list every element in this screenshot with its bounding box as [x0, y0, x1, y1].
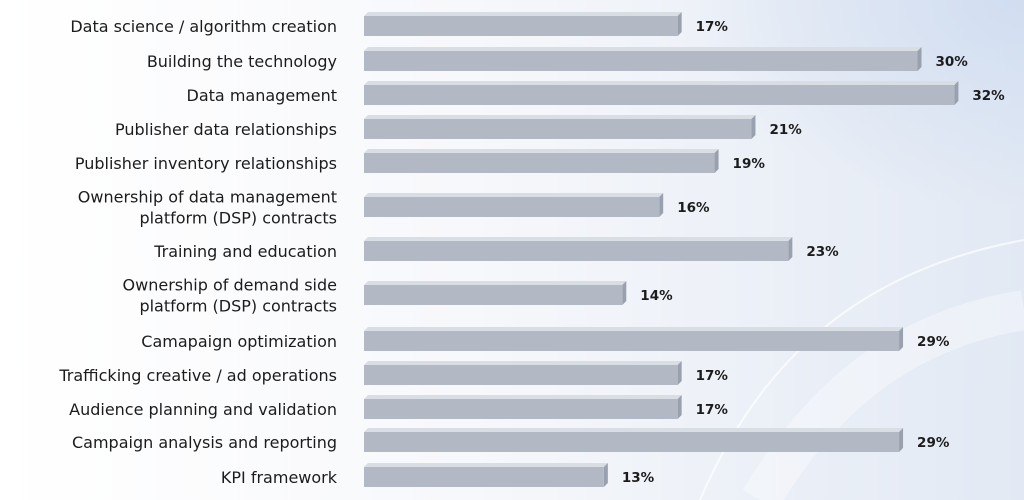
- bar-side-bevel: [714, 149, 719, 173]
- bar-group: 14% Ownership of demand side platform (DSP…: [123, 276, 674, 316]
- bar-group: 17% Trafficking creative / ad operations: [58, 361, 728, 385]
- category-label: Ownership of data management: [78, 188, 337, 207]
- value-label: 17%: [696, 402, 729, 418]
- bar: [364, 467, 604, 487]
- category-label: platform (DSP) contracts: [139, 297, 337, 316]
- value-label: 21%: [769, 122, 802, 138]
- bar-group: 13% KPI framework: [221, 463, 655, 487]
- category-label: Data management: [187, 86, 337, 105]
- bar: [364, 432, 900, 452]
- bar: [364, 197, 660, 217]
- bar-top-bevel: [364, 115, 756, 119]
- bar: [364, 331, 900, 351]
- category-label: Camapaign optimization: [141, 332, 337, 351]
- value-label: 13%: [622, 470, 655, 486]
- bar-side-bevel: [751, 115, 756, 139]
- category-label: Training and education: [153, 242, 337, 261]
- bar-side-bevel: [788, 237, 793, 261]
- category-label: KPI framework: [221, 468, 338, 487]
- value-label: 30%: [936, 54, 969, 70]
- bar-side-bevel: [899, 327, 904, 351]
- bar-group: 29% Camapaign optimization: [141, 327, 950, 351]
- bar-group: 30% Building the technology: [147, 47, 968, 71]
- bar-side-bevel: [659, 193, 664, 217]
- bar-side-bevel: [899, 428, 904, 452]
- category-label: Publisher data relationships: [115, 120, 337, 139]
- bar-group: 17% Data science / algorithm creation: [70, 12, 728, 36]
- category-label: platform (DSP) contracts: [139, 209, 337, 228]
- value-label: 32%: [972, 88, 1005, 104]
- bar: [364, 119, 752, 139]
- bar-side-bevel: [622, 281, 627, 305]
- bar-group: 17% Audience planning and validation: [69, 395, 728, 419]
- bar: [364, 399, 678, 419]
- bar-group: 21% Publisher data relationships: [115, 115, 802, 139]
- value-label: 17%: [696, 368, 729, 384]
- bar: [364, 241, 789, 261]
- bar-side-bevel: [677, 12, 682, 36]
- category-label: Campaign analysis and reporting: [72, 433, 337, 452]
- bar-top-bevel: [364, 237, 793, 241]
- bar: [364, 365, 678, 385]
- category-label: Audience planning and validation: [69, 400, 337, 419]
- category-label: Data science / algorithm creation: [70, 17, 337, 36]
- category-label: Ownership of demand side: [123, 276, 337, 295]
- bar: [364, 153, 715, 173]
- bar-top-bevel: [364, 149, 719, 153]
- bar-side-bevel: [677, 361, 682, 385]
- bar-side-bevel: [954, 81, 959, 105]
- bar-top-bevel: [364, 281, 627, 285]
- bar-side-bevel: [917, 47, 922, 71]
- category-label: Publisher inventory relationships: [75, 154, 337, 173]
- bar-group: 32% Data management: [187, 81, 1005, 105]
- value-label: 29%: [917, 435, 950, 451]
- bar-top-bevel: [364, 47, 922, 51]
- bar: [364, 51, 918, 71]
- bar-top-bevel: [364, 193, 664, 197]
- value-label: 29%: [917, 334, 950, 350]
- value-label: 17%: [696, 19, 729, 35]
- bar-top-bevel: [364, 361, 682, 365]
- bar-top-bevel: [364, 428, 904, 432]
- bar: [364, 85, 955, 105]
- bar-top-bevel: [364, 81, 959, 85]
- bar: [364, 285, 623, 305]
- value-label: 23%: [806, 244, 839, 260]
- category-label: Trafficking creative / ad operations: [58, 366, 337, 385]
- bar-top-bevel: [364, 463, 608, 467]
- bar-side-bevel: [677, 395, 682, 419]
- value-label: 19%: [733, 156, 766, 172]
- value-label: 16%: [677, 200, 710, 216]
- bar-top-bevel: [364, 327, 904, 331]
- bar-top-bevel: [364, 395, 682, 399]
- bar-group: 29% Campaign analysis and reporting: [72, 428, 950, 452]
- bar-top-bevel: [364, 12, 682, 16]
- bar-group: 23% Training and education: [153, 237, 839, 261]
- bar-group: 19% Publisher inventory relationships: [75, 149, 765, 173]
- category-label: Building the technology: [147, 52, 337, 71]
- bar-group: 16% Ownership of data management platform …: [78, 188, 710, 228]
- bar: [364, 16, 678, 36]
- bar-side-bevel: [603, 463, 608, 487]
- value-label: 14%: [640, 288, 673, 304]
